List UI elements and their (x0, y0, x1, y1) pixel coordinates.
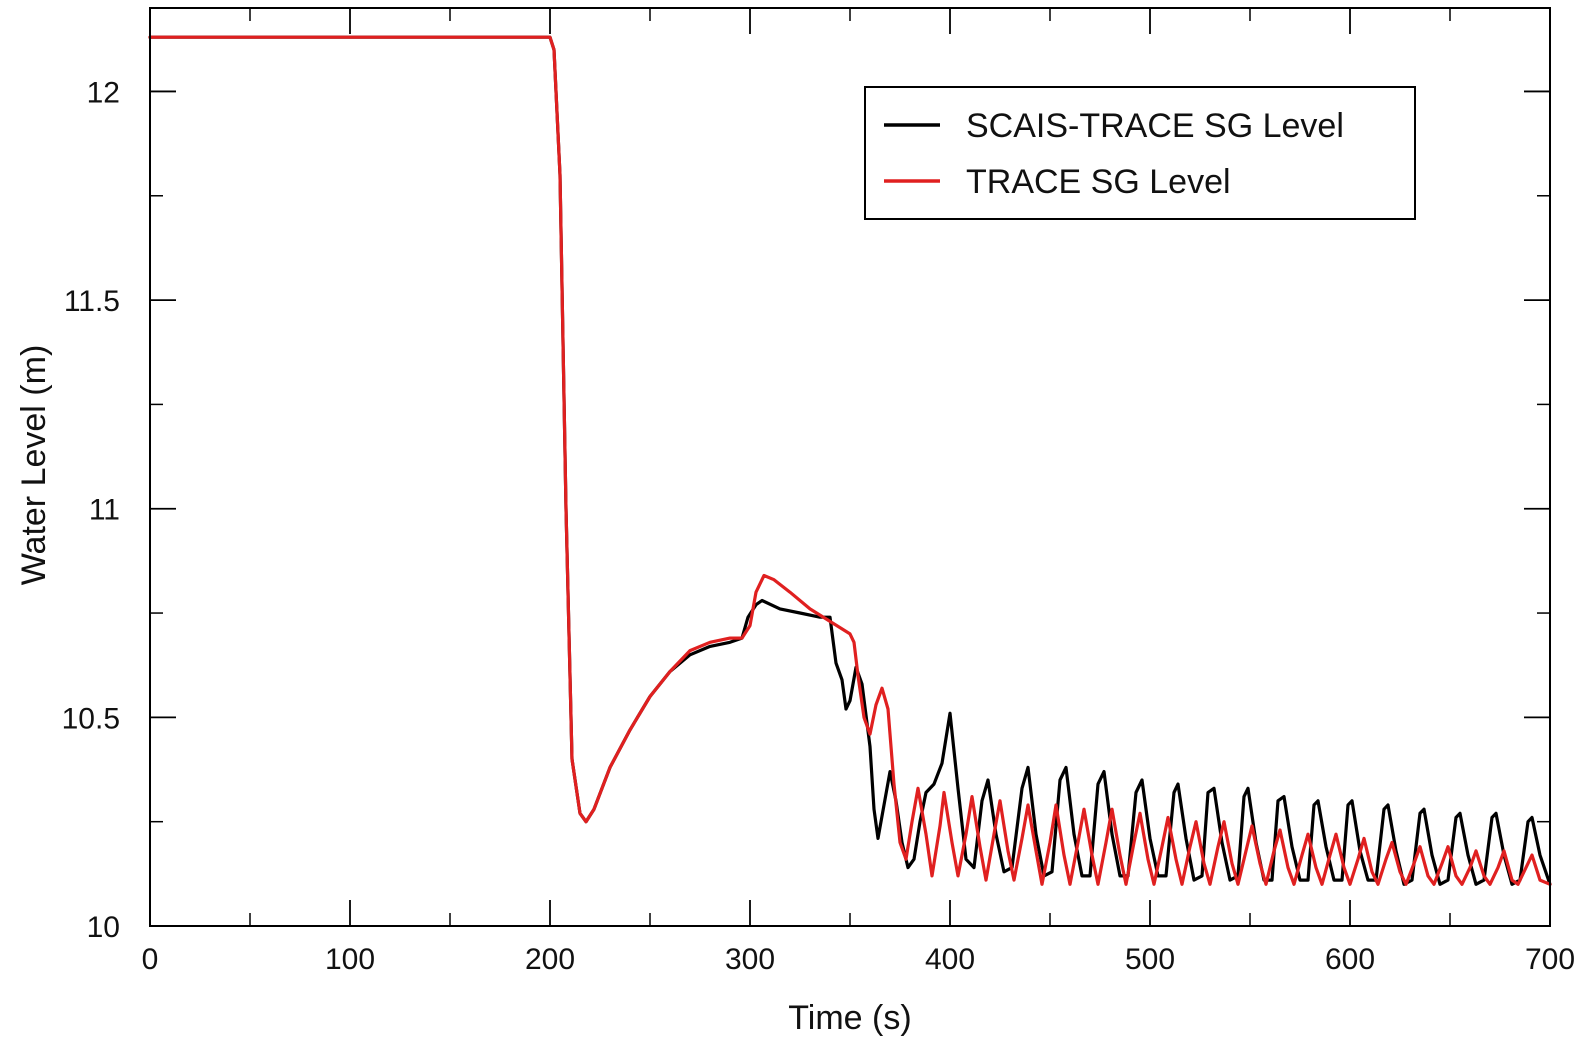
x-tick-label: 500 (1125, 943, 1175, 976)
y-tick-label: 10.5 (62, 702, 120, 735)
x-tick-label: 300 (725, 943, 775, 976)
minor-ticks (150, 8, 1550, 926)
x-axis-title: Time (s) (788, 999, 911, 1037)
legend-label-trace: TRACE SG Level (966, 163, 1231, 201)
x-tick-label: 600 (1325, 943, 1375, 976)
x-tick-label: 0 (142, 943, 159, 976)
x-tick-labels: 0 100 200 300 400 500 600 700 (142, 943, 1575, 976)
legend-box (864, 86, 1416, 220)
series-line-trace (148, 35, 1552, 886)
series-group (148, 35, 1552, 886)
legend-label-scais-trace: SCAIS-TRACE SG Level (966, 107, 1344, 145)
y-tick-label: 11.5 (64, 285, 120, 318)
y-axis-title: Water Level (m) (15, 345, 53, 586)
plot-frame (149, 7, 1551, 927)
y-tick-label: 10 (87, 911, 120, 944)
x-tick-label: 200 (525, 943, 575, 976)
y-tick-label: 11 (89, 494, 120, 527)
y-tick-label: 12 (87, 76, 120, 109)
y-tick-labels: 10 10.5 11 11.5 12 (62, 76, 120, 944)
x-tick-label: 100 (325, 943, 375, 976)
legend: SCAIS-TRACE SG Level TRACE SG Level (864, 86, 1416, 220)
x-tick-label: 400 (925, 943, 975, 976)
x-tick-label: 700 (1525, 943, 1575, 976)
series-line-scais-trace (148, 35, 1552, 886)
